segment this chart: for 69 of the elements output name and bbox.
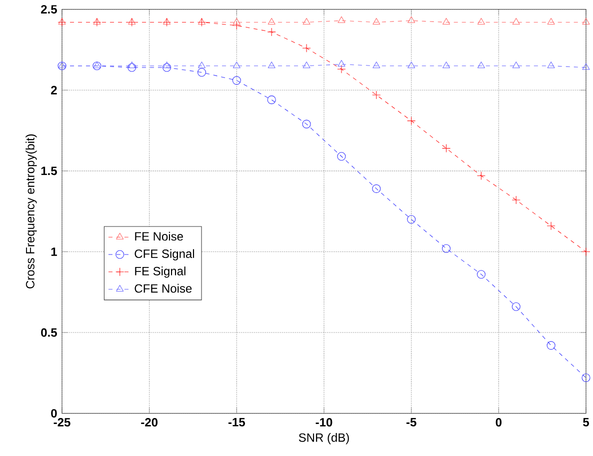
x-axis-title: SNR (dB) xyxy=(298,433,349,444)
point xyxy=(476,172,486,180)
point xyxy=(128,62,136,68)
legend-label: CFE Signal xyxy=(134,249,194,260)
legend-label: FE Noise xyxy=(135,232,183,241)
y-tick-label: 1.5 xyxy=(41,166,57,176)
point xyxy=(408,62,416,68)
y-tick-label: 2 xyxy=(51,86,57,94)
point xyxy=(442,18,450,25)
point xyxy=(268,18,276,25)
x-tick-label: -20 xyxy=(141,418,158,427)
point xyxy=(232,62,240,68)
point xyxy=(582,373,590,382)
point xyxy=(512,302,520,311)
point xyxy=(337,64,346,74)
point xyxy=(408,16,416,23)
y-tick-label: 2.5 xyxy=(41,5,57,14)
point xyxy=(407,215,416,224)
point xyxy=(372,184,381,193)
point xyxy=(512,62,520,68)
point xyxy=(302,18,310,25)
y-tick-label: 0 xyxy=(51,409,57,418)
point xyxy=(267,96,276,104)
point xyxy=(163,62,171,68)
x-tick-label: 5 xyxy=(583,418,589,426)
point xyxy=(302,120,311,128)
y-tick-label: 1 xyxy=(51,248,57,256)
point xyxy=(337,152,346,161)
point xyxy=(372,62,380,68)
point xyxy=(582,18,590,25)
x-tick-label: -10 xyxy=(316,418,332,427)
point xyxy=(442,144,451,153)
point xyxy=(442,244,451,253)
point xyxy=(582,247,590,256)
point xyxy=(547,62,555,68)
y-tick-label: 0.5 xyxy=(41,328,57,337)
point xyxy=(582,63,590,70)
legend-label: CFE Noise xyxy=(134,284,192,293)
point xyxy=(198,62,206,68)
point xyxy=(267,28,276,36)
legend-label: FE Signal xyxy=(135,266,186,278)
point xyxy=(162,63,172,72)
point xyxy=(546,341,556,350)
point xyxy=(442,62,450,68)
point xyxy=(476,270,486,279)
point xyxy=(302,62,310,68)
point xyxy=(512,196,520,204)
point xyxy=(477,18,485,25)
point xyxy=(546,222,556,230)
point xyxy=(338,16,346,23)
point xyxy=(232,18,240,25)
point xyxy=(197,68,206,77)
point xyxy=(512,18,520,25)
point xyxy=(547,18,555,25)
x-tick-label: 0 xyxy=(496,418,502,427)
point xyxy=(372,18,380,25)
point xyxy=(477,62,485,68)
x-tick-label: -15 xyxy=(228,418,245,426)
point xyxy=(372,90,381,100)
point xyxy=(128,63,136,72)
x-tick-label: -25 xyxy=(54,418,70,427)
point xyxy=(232,21,241,30)
point xyxy=(302,44,311,52)
point xyxy=(338,60,346,67)
y-axis-title: Cross Frequency entropy(bit) xyxy=(26,134,37,288)
point xyxy=(268,62,276,68)
point xyxy=(232,76,241,85)
point xyxy=(407,116,416,126)
x-tick-label: -5 xyxy=(406,418,416,426)
